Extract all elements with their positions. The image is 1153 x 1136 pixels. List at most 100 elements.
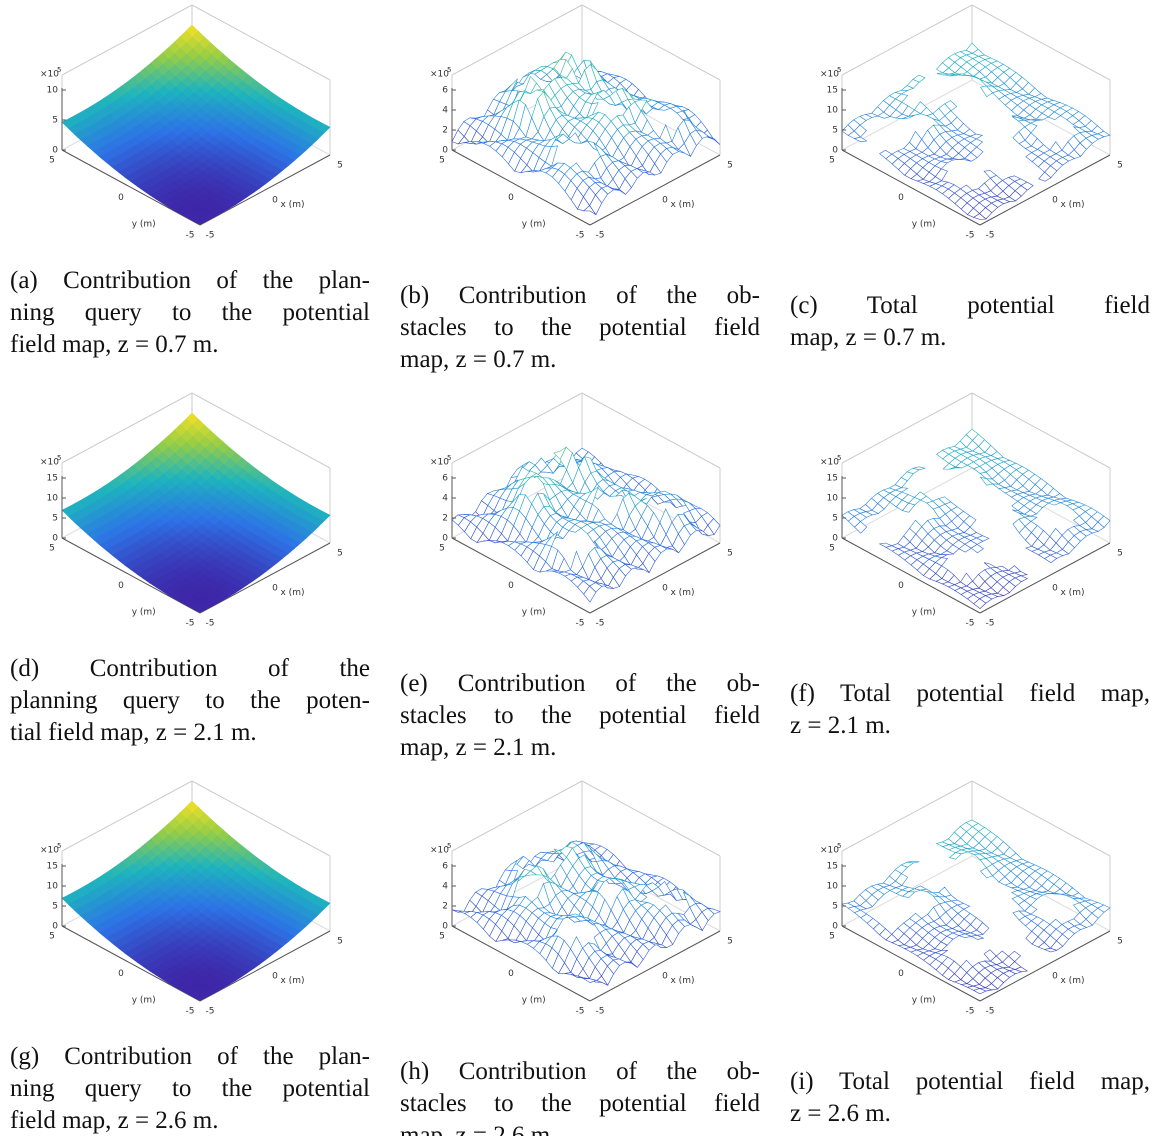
x-axis-label: x (m) xyxy=(671,588,695,598)
z-tick-label: 10 xyxy=(827,106,839,116)
y-axis-label: y (m) xyxy=(522,219,546,229)
surface-cell xyxy=(1047,500,1062,506)
x-tick-label: 0 xyxy=(1052,972,1058,982)
y-axis-label: y (m) xyxy=(522,995,546,1005)
x-axis-label: x (m) xyxy=(281,976,305,986)
z-tick-label: 2 xyxy=(442,126,448,136)
box-edge xyxy=(971,392,1111,469)
y-tick-label: 0 xyxy=(508,969,514,979)
x-tick-label: 0 xyxy=(272,972,278,982)
caption-line: planning query to the poten- xyxy=(10,687,370,714)
z-tick-label: 10 xyxy=(47,86,59,96)
x-tick-label: 5 xyxy=(727,161,733,171)
x-tick-label: -5 xyxy=(206,1007,215,1017)
box-edge xyxy=(61,780,193,852)
x-tick-label: 0 xyxy=(1052,584,1058,594)
x-tick-label: 0 xyxy=(272,584,278,594)
y-tick-label: -5 xyxy=(966,619,975,629)
surface-cell xyxy=(1043,947,1058,953)
subfigure: 6 4 2 0 ×10 5 5 0 -5 -5 0 5 y (m) x (m) (b) Contributi… xyxy=(390,0,774,388)
subfigure: 15 10 5 0 ×10 5 5 0 -5 -5 0 5 y (m) x (m) (d) Contribu… xyxy=(0,388,384,776)
y-tick-label: 5 xyxy=(439,544,445,554)
z-tick-label: 0 xyxy=(52,922,58,932)
surface-cell xyxy=(949,73,962,77)
caption: (e) Contribution of the ob-stacles to th… xyxy=(400,668,760,764)
z-tick-label: 10 xyxy=(47,494,59,504)
surface xyxy=(841,42,1111,220)
surface-cell xyxy=(983,562,998,569)
x-tick-label: 0 xyxy=(662,972,668,982)
z-exponent: ×10 xyxy=(820,70,839,80)
z-tick-label: 10 xyxy=(827,882,839,892)
axis-line xyxy=(979,930,1111,1002)
caption-line: map, z = 0.7 m. xyxy=(400,346,557,373)
surface-cell xyxy=(193,605,207,613)
x-tick-label: 5 xyxy=(1117,937,1123,947)
y-axis-label: y (m) xyxy=(132,995,156,1005)
y-tick-label: -5 xyxy=(186,1007,195,1017)
axis-line xyxy=(979,154,1111,226)
surface-cell xyxy=(1048,892,1061,895)
x-tick-label: 5 xyxy=(337,937,343,947)
caption-line: stacles to the potential field xyxy=(400,314,760,341)
y-tick-label: 5 xyxy=(829,156,835,166)
y-tick-label: 0 xyxy=(508,581,514,591)
surface-cell xyxy=(534,66,549,71)
z-exponent-power: 5 xyxy=(57,66,61,74)
z-tick-label: 0 xyxy=(442,534,448,544)
y-tick-label: -5 xyxy=(576,231,585,241)
surface-cell xyxy=(516,855,530,870)
caption-line: z = 2.1 m. xyxy=(790,712,891,739)
caption: (f) Total potential field map, z = 2.1 m. xyxy=(790,678,1150,742)
surface-cell xyxy=(877,111,891,119)
caption-line: (h) Contribution of the ob- xyxy=(400,1058,760,1085)
surface-cell xyxy=(582,978,597,984)
z-tick-label: 15 xyxy=(827,474,838,484)
surface-cell xyxy=(958,543,972,553)
z-tick-label: 4 xyxy=(442,494,448,504)
z-tick-label: 0 xyxy=(442,922,448,932)
z-exponent: ×10 xyxy=(430,458,449,468)
axis-line xyxy=(589,930,721,1002)
caption-line: ning query to the potential xyxy=(10,1075,370,1102)
x-tick-label: 0 xyxy=(662,196,668,206)
z-exponent: ×10 xyxy=(40,846,59,856)
y-tick-label: 0 xyxy=(118,969,124,979)
surface-cell xyxy=(510,464,524,479)
z-tick-label: 6 xyxy=(442,86,448,96)
y-tick-label: 0 xyxy=(898,193,904,203)
surface-cell xyxy=(970,544,984,554)
box-edge xyxy=(191,780,331,857)
z-exponent-power: 5 xyxy=(837,454,841,462)
subfigure: 15 10 5 0 ×10 5 5 0 -5 -5 0 5 y (m) x (m) (f) Total po… xyxy=(780,388,1153,776)
z-tick-label: 4 xyxy=(442,106,448,116)
caption-line: (b) Contribution of the ob- xyxy=(400,282,760,309)
z-tick-label: 0 xyxy=(832,534,838,544)
surface-cell xyxy=(979,476,994,486)
surface-cell xyxy=(948,852,963,860)
z-exponent: ×10 xyxy=(430,846,449,856)
z-exponent: ×10 xyxy=(820,458,839,468)
axis-line xyxy=(61,537,201,614)
x-axis-label: x (m) xyxy=(1061,200,1085,210)
surface-cell xyxy=(504,859,518,872)
y-axis-label: y (m) xyxy=(132,607,156,617)
z-exponent: ×10 xyxy=(820,846,839,856)
y-tick-label: -5 xyxy=(576,1007,585,1017)
axis-line xyxy=(199,542,331,614)
x-tick-label: -5 xyxy=(596,231,605,241)
x-tick-label: -5 xyxy=(986,619,995,629)
y-axis-label: y (m) xyxy=(912,219,936,229)
surface-cell xyxy=(193,993,207,1001)
surface-cell xyxy=(973,213,987,220)
axis-line xyxy=(451,537,591,614)
axis-line xyxy=(841,149,981,226)
box-edge xyxy=(191,392,331,469)
axis-line xyxy=(451,149,591,226)
surface-cell xyxy=(568,913,582,918)
